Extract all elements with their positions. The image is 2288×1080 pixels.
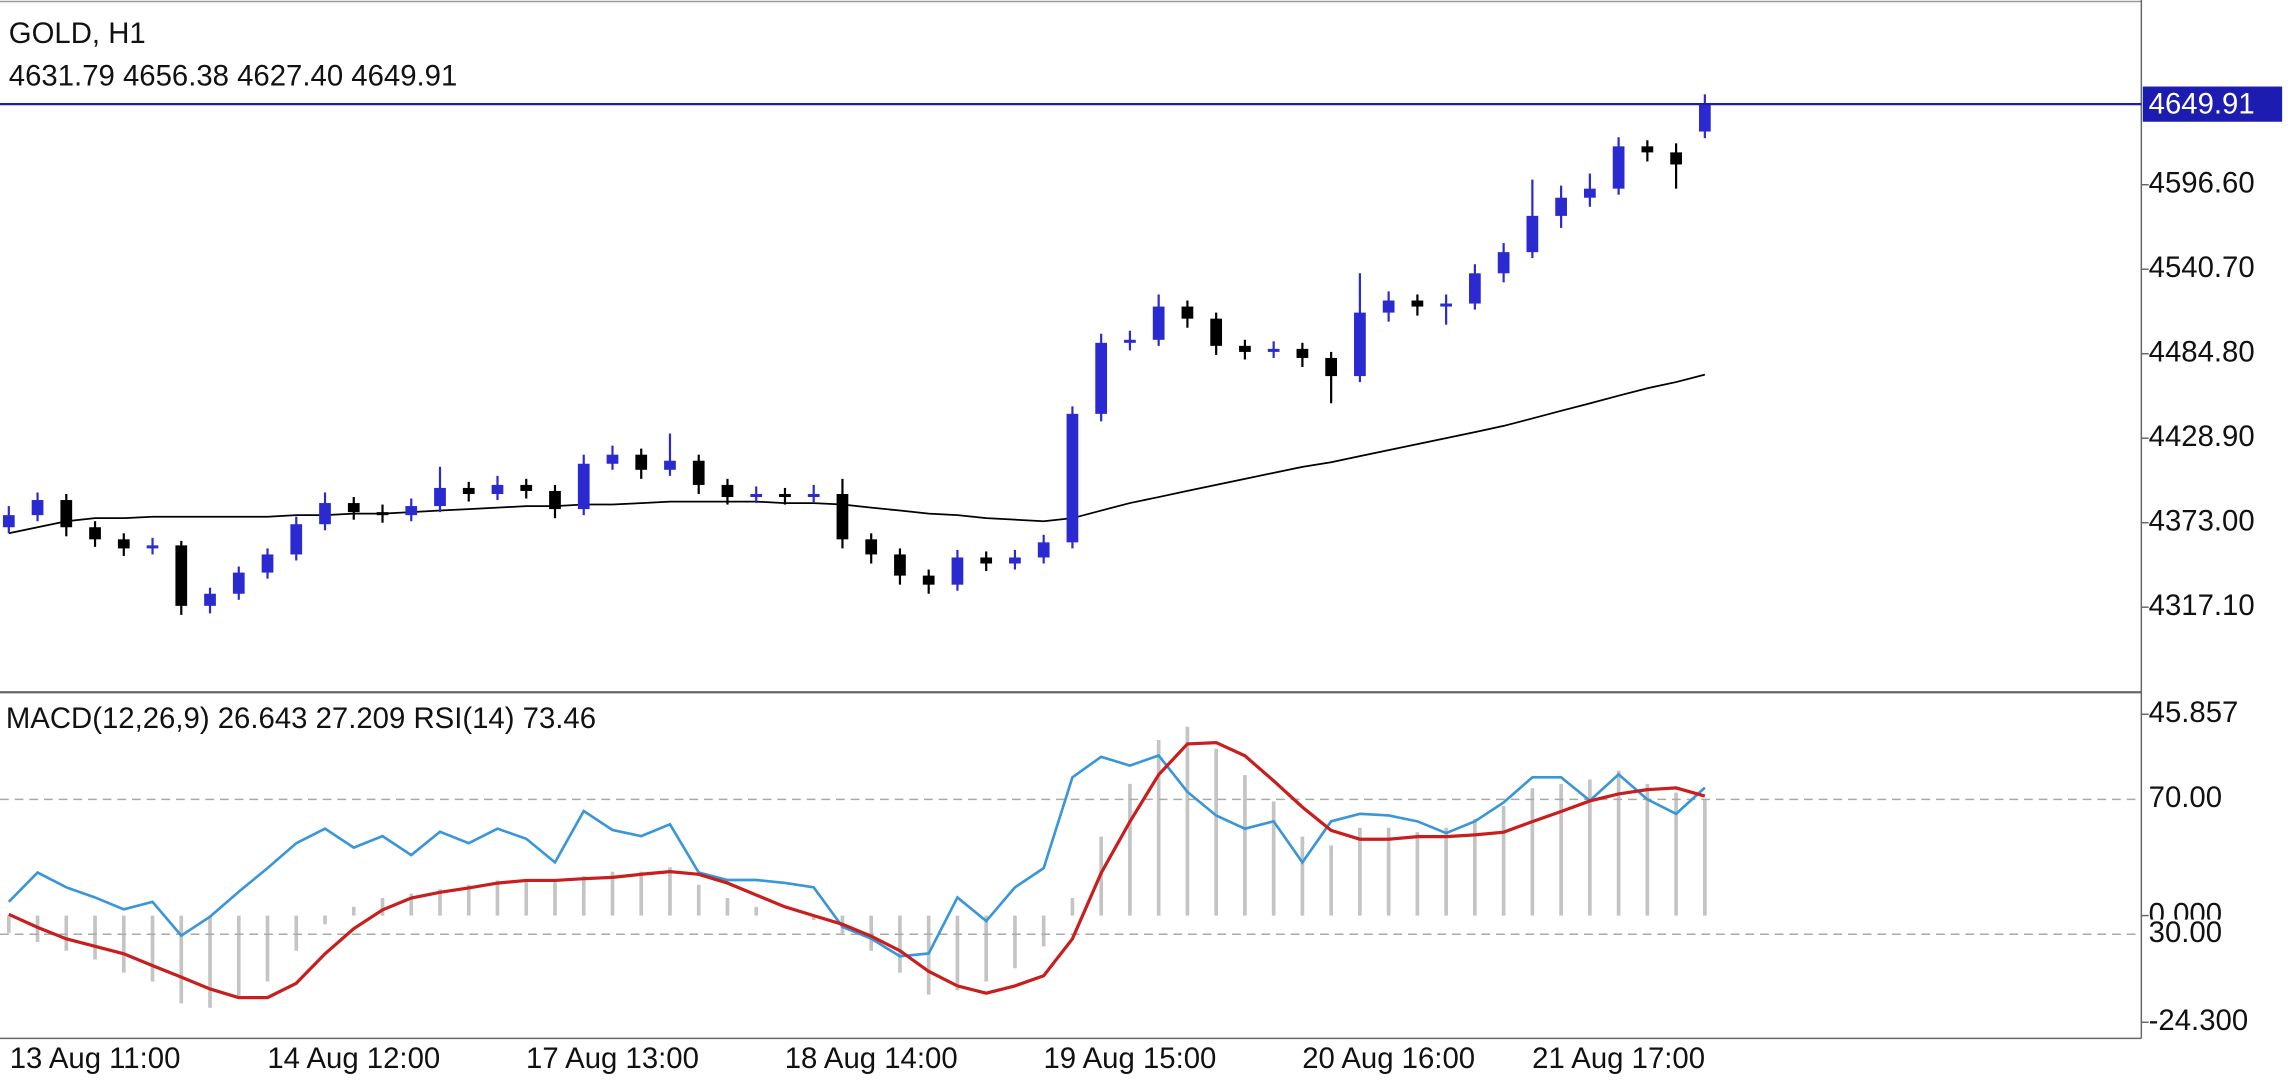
- candle-body: [520, 484, 533, 491]
- candle-body: [577, 463, 590, 510]
- candle-body: [1181, 306, 1194, 319]
- candle-body: [1440, 303, 1452, 307]
- candle-body: [1469, 273, 1481, 304]
- candle-body: [779, 493, 791, 498]
- x-tick-label: 19 Aug 15:00: [1043, 1042, 1216, 1075]
- candle-body: [692, 460, 705, 485]
- x-tick-label: 18 Aug 14:00: [785, 1042, 958, 1075]
- current-price-label: 4649.91: [2149, 87, 2255, 120]
- y-tick-label: -24.300: [2149, 1004, 2248, 1037]
- candle-body: [405, 506, 418, 516]
- y-tick-label: 4540.70: [2149, 251, 2255, 284]
- candle-body: [1411, 300, 1424, 307]
- rsi-line: [7, 753, 1706, 958]
- symbol-title: GOLD, H1: [9, 17, 146, 50]
- candle-body: [922, 575, 935, 585]
- candle-body: [146, 545, 159, 549]
- candle-body: [865, 539, 878, 555]
- candle-body: [319, 503, 331, 525]
- ohlc-label: 4631.79 4656.38 4627.40 4649.91: [9, 59, 458, 92]
- candle-body: [1698, 104, 1711, 132]
- candle-body: [549, 490, 561, 510]
- candle-body: [290, 524, 303, 555]
- candle-body: [664, 460, 676, 470]
- candle-body: [89, 527, 101, 540]
- y2-tick-label: 30.00: [2149, 916, 2222, 949]
- candle-body: [376, 512, 389, 516]
- candle-body: [462, 487, 475, 494]
- y-tick-label: 4428.90: [2149, 420, 2255, 453]
- candle-body: [951, 557, 964, 585]
- candle-body: [2, 515, 15, 528]
- candle-body: [1066, 413, 1079, 543]
- candle-body: [635, 454, 648, 470]
- candle-body: [836, 493, 849, 540]
- macd-signal-line: [8, 740, 1706, 1000]
- label-background: [2144, 784, 2247, 815]
- indicator-title: MACD(12,26,9) 26.643 27.209 RSI(14) 73.4…: [6, 702, 596, 735]
- candle-body: [1641, 146, 1654, 153]
- candle-body: [1612, 146, 1625, 189]
- candle-body: [1670, 152, 1682, 165]
- current-price-box: [2142, 86, 2283, 122]
- x-tick-label: 20 Aug 16:00: [1302, 1042, 1475, 1075]
- candle-body: [175, 545, 188, 606]
- candle-body: [721, 484, 734, 498]
- candle-body: [1497, 252, 1510, 274]
- y-tick-label: 4373.00: [2149, 504, 2255, 537]
- candle-body: [31, 500, 44, 516]
- y-tick-label: 4596.60: [2149, 166, 2255, 199]
- candle-body: [1239, 345, 1251, 352]
- x-tick-label: 13 Aug 11:00: [10, 1042, 181, 1075]
- candle-body: [1584, 188, 1596, 198]
- candle-body: [1124, 339, 1136, 343]
- candle-body: [807, 493, 820, 498]
- candle-body: [1296, 348, 1309, 358]
- candle-body: [491, 484, 504, 494]
- candle-body: [1152, 306, 1165, 340]
- candle-body: [434, 487, 446, 507]
- candle-body: [1354, 312, 1366, 377]
- x-tick-label: 21 Aug 17:00: [1532, 1042, 1705, 1075]
- candle-body: [204, 593, 216, 606]
- candle-body: [1095, 342, 1108, 414]
- x-tick-label: 17 Aug 13:00: [526, 1042, 699, 1075]
- candle-body: [1555, 197, 1567, 216]
- y-tick-label: 45.857: [2149, 696, 2239, 729]
- y-tick-label: 4317.10: [2149, 589, 2255, 622]
- candle-body: [1210, 318, 1223, 346]
- candle-body: [606, 454, 619, 464]
- candle-body: [60, 500, 73, 528]
- main-panel: 4317.10 4373.00 4428.90 4484.80 4540.70 4596.…: [0, 86, 2283, 622]
- candle-body: [894, 554, 906, 576]
- candle-body: [1009, 557, 1021, 564]
- candle-body: [1037, 542, 1050, 558]
- candle-body: [232, 572, 245, 594]
- candle-body: [347, 503, 360, 513]
- candle-body: [117, 539, 130, 549]
- y-tick-label: 4484.80: [2149, 335, 2255, 368]
- candle-body: [980, 557, 993, 564]
- x-tick-label: 14 Aug 12:00: [267, 1042, 440, 1075]
- candle-body: [1325, 357, 1338, 377]
- candle-body: [750, 493, 763, 498]
- candle-body: [261, 554, 274, 573]
- y2-tick-label: 70.00: [2149, 781, 2222, 814]
- moving-average: [8, 373, 1706, 535]
- candle-body: [1382, 300, 1395, 313]
- candle-body: [1526, 215, 1539, 253]
- candle-body: [1267, 348, 1280, 352]
- label-background: [2144, 919, 2247, 949]
